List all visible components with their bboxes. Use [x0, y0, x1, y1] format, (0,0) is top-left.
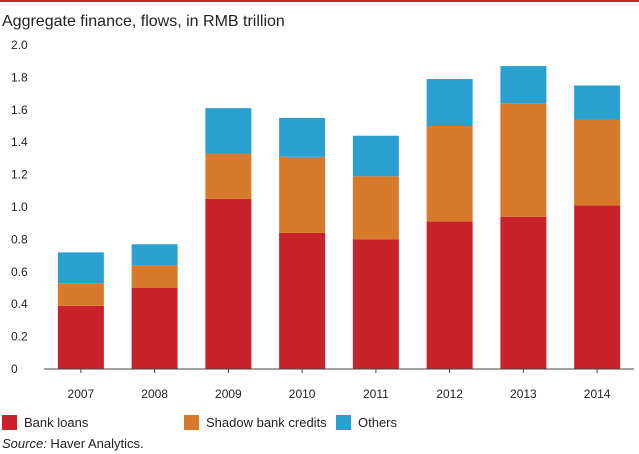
y-tick-label-1-6: 1.6 — [11, 103, 28, 117]
y-tick-label-1-2: 1.2 — [11, 168, 28, 182]
bar-shadow-bank-credits-2011 — [352, 176, 399, 240]
y-axis-ticks: 0 0.2 0.4 0.6 0.8 1.0 1.2 1.4 1.6 1.8 2.0 — [11, 38, 28, 376]
bars — [57, 66, 621, 369]
x-tick-label-2008: 2008 — [141, 387, 168, 401]
bar-others-2008 — [131, 244, 178, 266]
bar-others-2010 — [279, 117, 326, 157]
bar-shadow-bank-credits-2012 — [426, 126, 473, 222]
bar-others-2009 — [205, 108, 252, 154]
y-tick-label-0: 0 — [11, 362, 18, 376]
legend-swatch-others — [336, 414, 351, 430]
x-tick-label-2009: 2009 — [215, 387, 242, 401]
y-tick-label-2-0: 2.0 — [11, 38, 28, 52]
bar-bank-loans-2012 — [426, 221, 473, 369]
x-tick-label-2007: 2007 — [68, 387, 95, 401]
source-text: Haver Analytics. — [46, 436, 144, 451]
bar-others-2013 — [500, 66, 547, 104]
bar-others-2014 — [574, 85, 621, 120]
y-tick-label-1-0: 1.0 — [11, 200, 28, 214]
legend-item-shadow-bank-credits: Shadow bank credits — [184, 412, 327, 432]
legend-label-others: Others — [358, 414, 398, 430]
legend-label-shadow-bank-credits: Shadow bank credits — [206, 414, 327, 430]
source-label: Source: — [2, 436, 47, 451]
source-note: Source: Haver Analytics. — [2, 436, 144, 452]
bar-shadow-bank-credits-2010 — [279, 156, 326, 233]
x-axis-ticks: 2007 2008 2009 2010 2011 2012 2013 2014 — [68, 369, 611, 401]
y-tick-label-1-4: 1.4 — [11, 135, 28, 149]
bar-others-2012 — [426, 79, 473, 126]
x-tick-label-2012: 2012 — [436, 387, 463, 401]
y-tick-label-0-8: 0.8 — [11, 232, 28, 246]
x-tick-label-2010: 2010 — [289, 387, 316, 401]
y-tick-label-1-8: 1.8 — [11, 70, 28, 84]
y-tick-label-0-6: 0.6 — [11, 265, 28, 279]
bar-bank-loans-2008 — [131, 288, 178, 369]
legend-swatch-bank-loans — [2, 414, 17, 430]
y-tick-label-0-4: 0.4 — [11, 297, 28, 311]
bar-bank-loans-2009 — [205, 198, 252, 369]
bar-bank-loans-2014 — [574, 205, 621, 369]
bar-shadow-bank-credits-2008 — [131, 265, 178, 288]
x-tick-label-2014: 2014 — [584, 387, 611, 401]
legend-label-bank-loans: Bank loans — [24, 414, 89, 430]
chart-plot: 0 0.2 0.4 0.6 0.8 1.0 1.2 1.4 1.6 1.8 2.0 2007 2008… — [11, 38, 634, 401]
bar-bank-loans-2007 — [57, 305, 104, 369]
legend-swatch-shadow-bank-credits — [184, 414, 199, 430]
bar-others-2007 — [57, 252, 104, 284]
x-tick-label-2013: 2013 — [510, 387, 537, 401]
y-tick-label-0-2: 0.2 — [11, 330, 28, 344]
top-rule — [0, 0, 639, 2]
bar-shadow-bank-credits-2007 — [57, 283, 104, 306]
bar-others-2011 — [352, 135, 399, 177]
bar-bank-loans-2011 — [352, 239, 399, 369]
bar-shadow-bank-credits-2014 — [574, 119, 621, 206]
chart-title: Aggregate finance, flows, in RMB trillio… — [2, 13, 285, 30]
bar-bank-loans-2010 — [279, 232, 326, 369]
bar-shadow-bank-credits-2009 — [205, 153, 252, 199]
bar-shadow-bank-credits-2013 — [500, 103, 547, 217]
x-tick-label-2011: 2011 — [363, 387, 389, 401]
legend-item-bank-loans: Bank loans — [2, 412, 88, 432]
bar-bank-loans-2013 — [500, 216, 547, 369]
legend-item-others: Others — [336, 412, 397, 432]
legend: Bank loans Shadow bank credits Others — [0, 412, 639, 432]
